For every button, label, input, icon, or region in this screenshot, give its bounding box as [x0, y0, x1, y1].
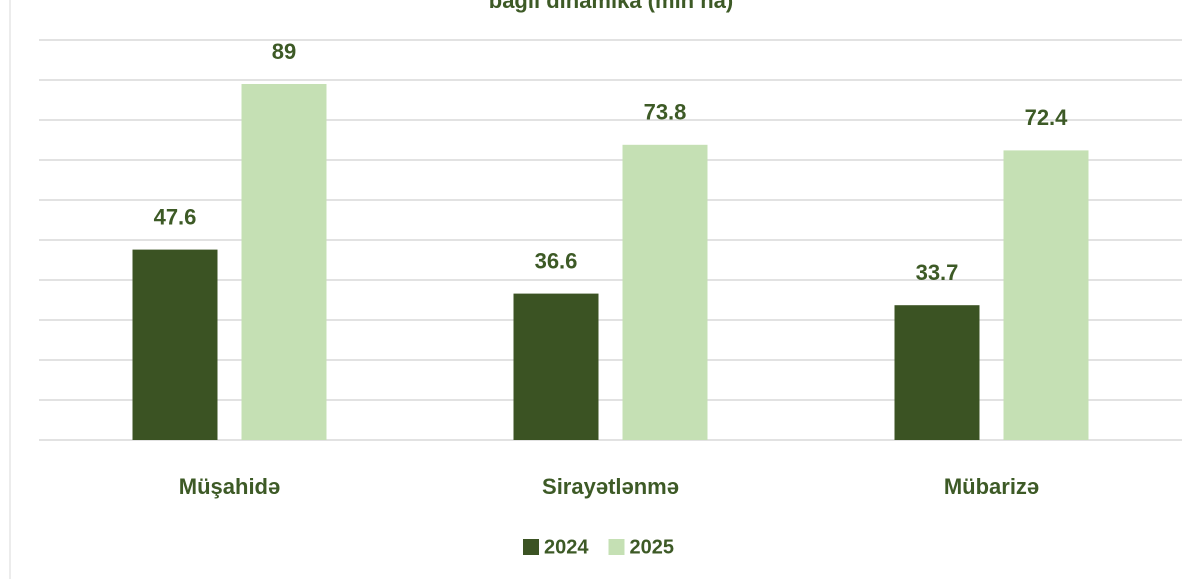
legend-swatch — [608, 539, 625, 555]
data-label: 33.7 — [916, 260, 959, 285]
legend-label: 2025 — [630, 536, 675, 558]
data-label: 72.4 — [1025, 105, 1069, 130]
bar — [1003, 150, 1089, 440]
chart-title: bağlı dinamika (min ha) — [489, 0, 733, 13]
x-tick-label: Müşahidə — [179, 474, 280, 499]
legend-label: 2024 — [544, 536, 589, 558]
x-tick-label: Sirayətlənmə — [542, 474, 679, 499]
bar — [894, 305, 980, 440]
bar — [622, 144, 708, 441]
data-label: 36.6 — [535, 248, 578, 273]
data-label: 89 — [272, 39, 296, 64]
legend-swatch — [523, 539, 539, 555]
bar — [241, 84, 327, 440]
data-label: 73.8 — [644, 100, 687, 125]
bar — [513, 293, 599, 440]
bar — [132, 249, 218, 440]
data-label: 47.6 — [154, 204, 197, 229]
x-tick-label: Mübarizə — [944, 474, 1039, 499]
